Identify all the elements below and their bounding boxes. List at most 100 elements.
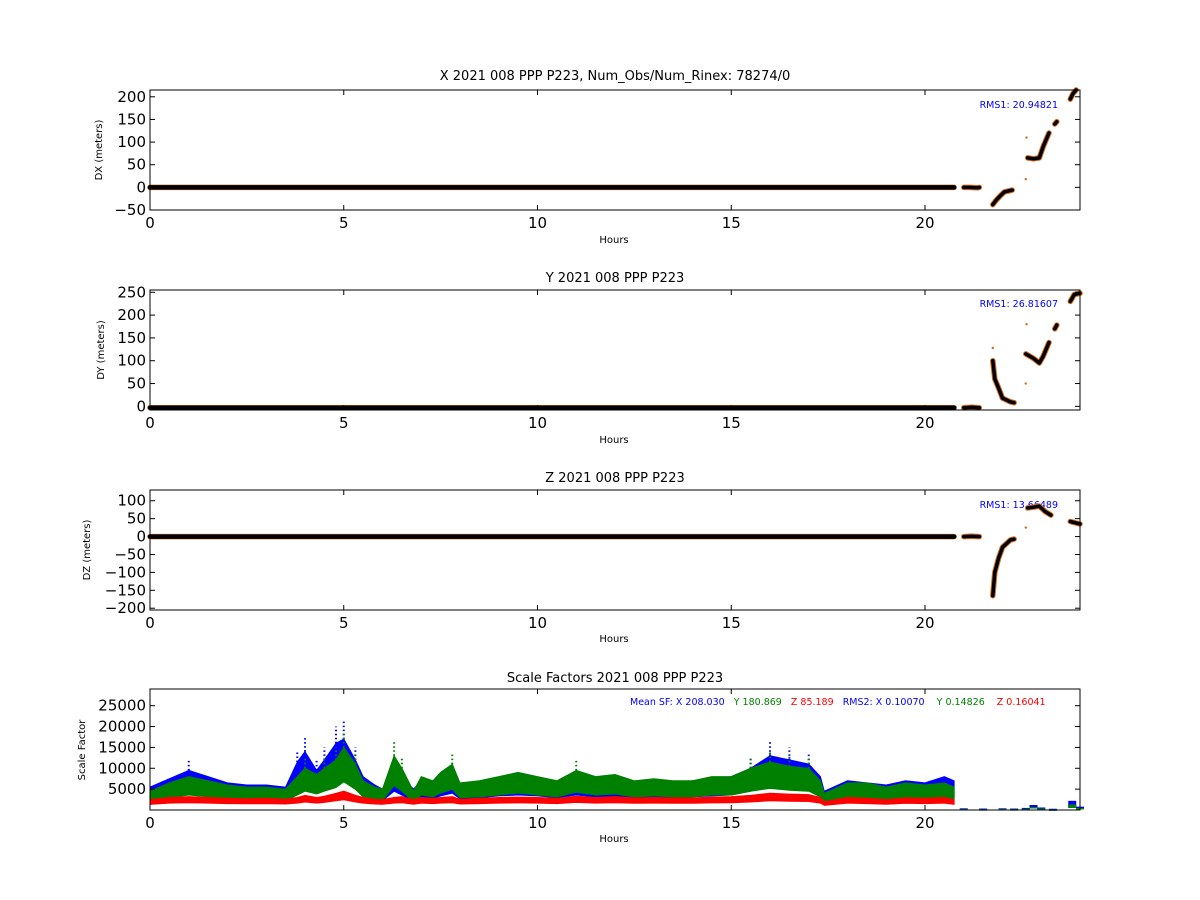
x-tick-label: 10 [528, 614, 547, 632]
mean-sf-y: Y 180.869 [733, 697, 782, 708]
panel-dy: Y 2021 008 PPP P223 Hours DY (meters) RM… [96, 271, 1083, 446]
series-segment [1053, 323, 1059, 331]
outlier-point [1024, 526, 1027, 529]
y-tick-label: 5000 [108, 780, 146, 798]
y-axis-label: DY (meters) [96, 320, 107, 380]
scale-factor-annotation: Mean SF: X 208.030 Y 180.869 Z 85.189 RM… [630, 697, 1046, 708]
chart-title: Z 2021 008 PPP P223 [545, 471, 685, 486]
chart-title: Y 2021 008 PPP P223 [545, 271, 685, 286]
panel-dx: X 2021 008 PPP P223, Num_Obs/Num_Rinex: … [94, 69, 1081, 246]
x-tick-label: 0 [145, 414, 155, 432]
y-tick-label: 0 [136, 397, 146, 415]
y-tick-label: 15000 [98, 738, 146, 756]
series-segment [1053, 119, 1059, 126]
y-tick-label: −50 [114, 545, 146, 563]
x-tick-label: 10 [528, 214, 547, 232]
y-tick-label: 100 [117, 352, 146, 370]
chart-title: X 2021 008 PPP P223, Num_Obs/Num_Rinex: … [440, 69, 791, 84]
outlier-point [1025, 136, 1028, 139]
y-tick-label: −200 [105, 599, 146, 617]
x-tick-label: 5 [339, 414, 349, 432]
series-segment [1068, 291, 1082, 304]
panel-dz: Z 2021 008 PPP P223 Hours DZ (meters) RM… [82, 471, 1083, 645]
outlier-point [1025, 323, 1028, 326]
plot-area: 0 5 10 15 20 250 200 150 100 50 0 [117, 283, 1083, 432]
post-gap-point [1029, 804, 1038, 808]
chart-title: Scale Factors 2021 008 PPP P223 [507, 671, 723, 686]
y-axis-label: DZ (meters) [82, 519, 93, 580]
outlier-point [991, 346, 995, 350]
y-axis-label: DX (meters) [94, 119, 105, 180]
y-tick-label: −100 [105, 563, 146, 581]
axes-frame [149, 688, 1081, 811]
series-segment [1068, 519, 1082, 526]
y-tick-label: 20000 [98, 718, 146, 736]
y-tick-label: 200 [117, 306, 146, 324]
y-tick-label: −150 [105, 581, 146, 599]
x-tick-label: 10 [528, 414, 547, 432]
series-segment [991, 188, 1014, 207]
axes-frame [149, 289, 1081, 411]
x-tick-label: 5 [339, 614, 349, 632]
series-band-z [149, 790, 955, 806]
mean-sf-z: Z 85.189 [791, 697, 834, 708]
rms-annotation: RMS1: 13.66489 [980, 500, 1058, 511]
x-tick-label: 5 [339, 214, 349, 232]
panel-scale-factors: Scale Factors 2021 008 PPP P223 Hours Sc… [77, 671, 1084, 845]
y-tick-label: −50 [114, 201, 146, 219]
rms-annotation: RMS1: 26.81607 [980, 299, 1058, 310]
x-axis-label: Hours [599, 235, 628, 246]
mean-sf-x: Mean SF: X 208.030 [630, 697, 725, 708]
post-gap-point [1029, 806, 1038, 809]
x-axis-label: Hours [599, 834, 628, 845]
post-gap-point [1068, 800, 1077, 808]
y-tick-label: 250 [117, 283, 146, 301]
x-tick-label: 20 [915, 414, 934, 432]
y-tick-label: 100 [117, 492, 146, 510]
post-gap-point [1068, 804, 1077, 808]
outlier-point [1024, 178, 1027, 181]
post-gap-point [1037, 808, 1046, 810]
axes-frame [149, 89, 1081, 211]
x-axis-label: Hours [599, 634, 628, 645]
plot-area: 0 5 10 15 20 25000 20000 15000 10000 5000 [98, 688, 1084, 832]
x-tick-label: 15 [722, 214, 741, 232]
y-tick-label: 10000 [98, 759, 146, 777]
series-segment [991, 537, 1016, 598]
rms-annotation: RMS1: 20.94821 [980, 100, 1058, 111]
y-tick-label: 50 [127, 375, 146, 393]
axes-frame [149, 489, 1081, 611]
series-segment [1068, 88, 1078, 101]
series-segment [991, 358, 1016, 405]
y-axis-label: Scale Factor [77, 719, 88, 781]
x-tick-label: 0 [145, 214, 155, 232]
rms2-y: Y 0.14826 [936, 697, 985, 708]
x-tick-label: 0 [145, 814, 155, 832]
y-tick-label: 150 [117, 329, 146, 347]
x-tick-label: 20 [915, 614, 934, 632]
post-gap-point [1037, 807, 1046, 810]
post-gap-point [1021, 808, 1030, 811]
x-tick-label: 15 [722, 414, 741, 432]
outlier-point [1024, 382, 1027, 385]
y-tick-label: 150 [117, 110, 146, 128]
x-tick-label: 15 [722, 814, 741, 832]
rms2-z: Z 0.16041 [997, 697, 1046, 708]
y-tick-label: 0 [136, 178, 146, 196]
y-tick-label: 200 [117, 88, 146, 106]
y-tick-label: 50 [127, 156, 146, 174]
y-tick-label: 100 [117, 133, 146, 151]
x-tick-label: 15 [722, 614, 741, 632]
x-tick-label: 5 [339, 814, 349, 832]
series-segment [1024, 340, 1051, 365]
series-segment [1025, 131, 1051, 161]
x-tick-label: 20 [915, 814, 934, 832]
y-tick-label: 0 [136, 528, 146, 546]
x-axis-label: Hours [599, 435, 628, 446]
x-tick-label: 20 [915, 214, 934, 232]
x-tick-label: 10 [528, 814, 547, 832]
series-segment [1025, 504, 1053, 517]
